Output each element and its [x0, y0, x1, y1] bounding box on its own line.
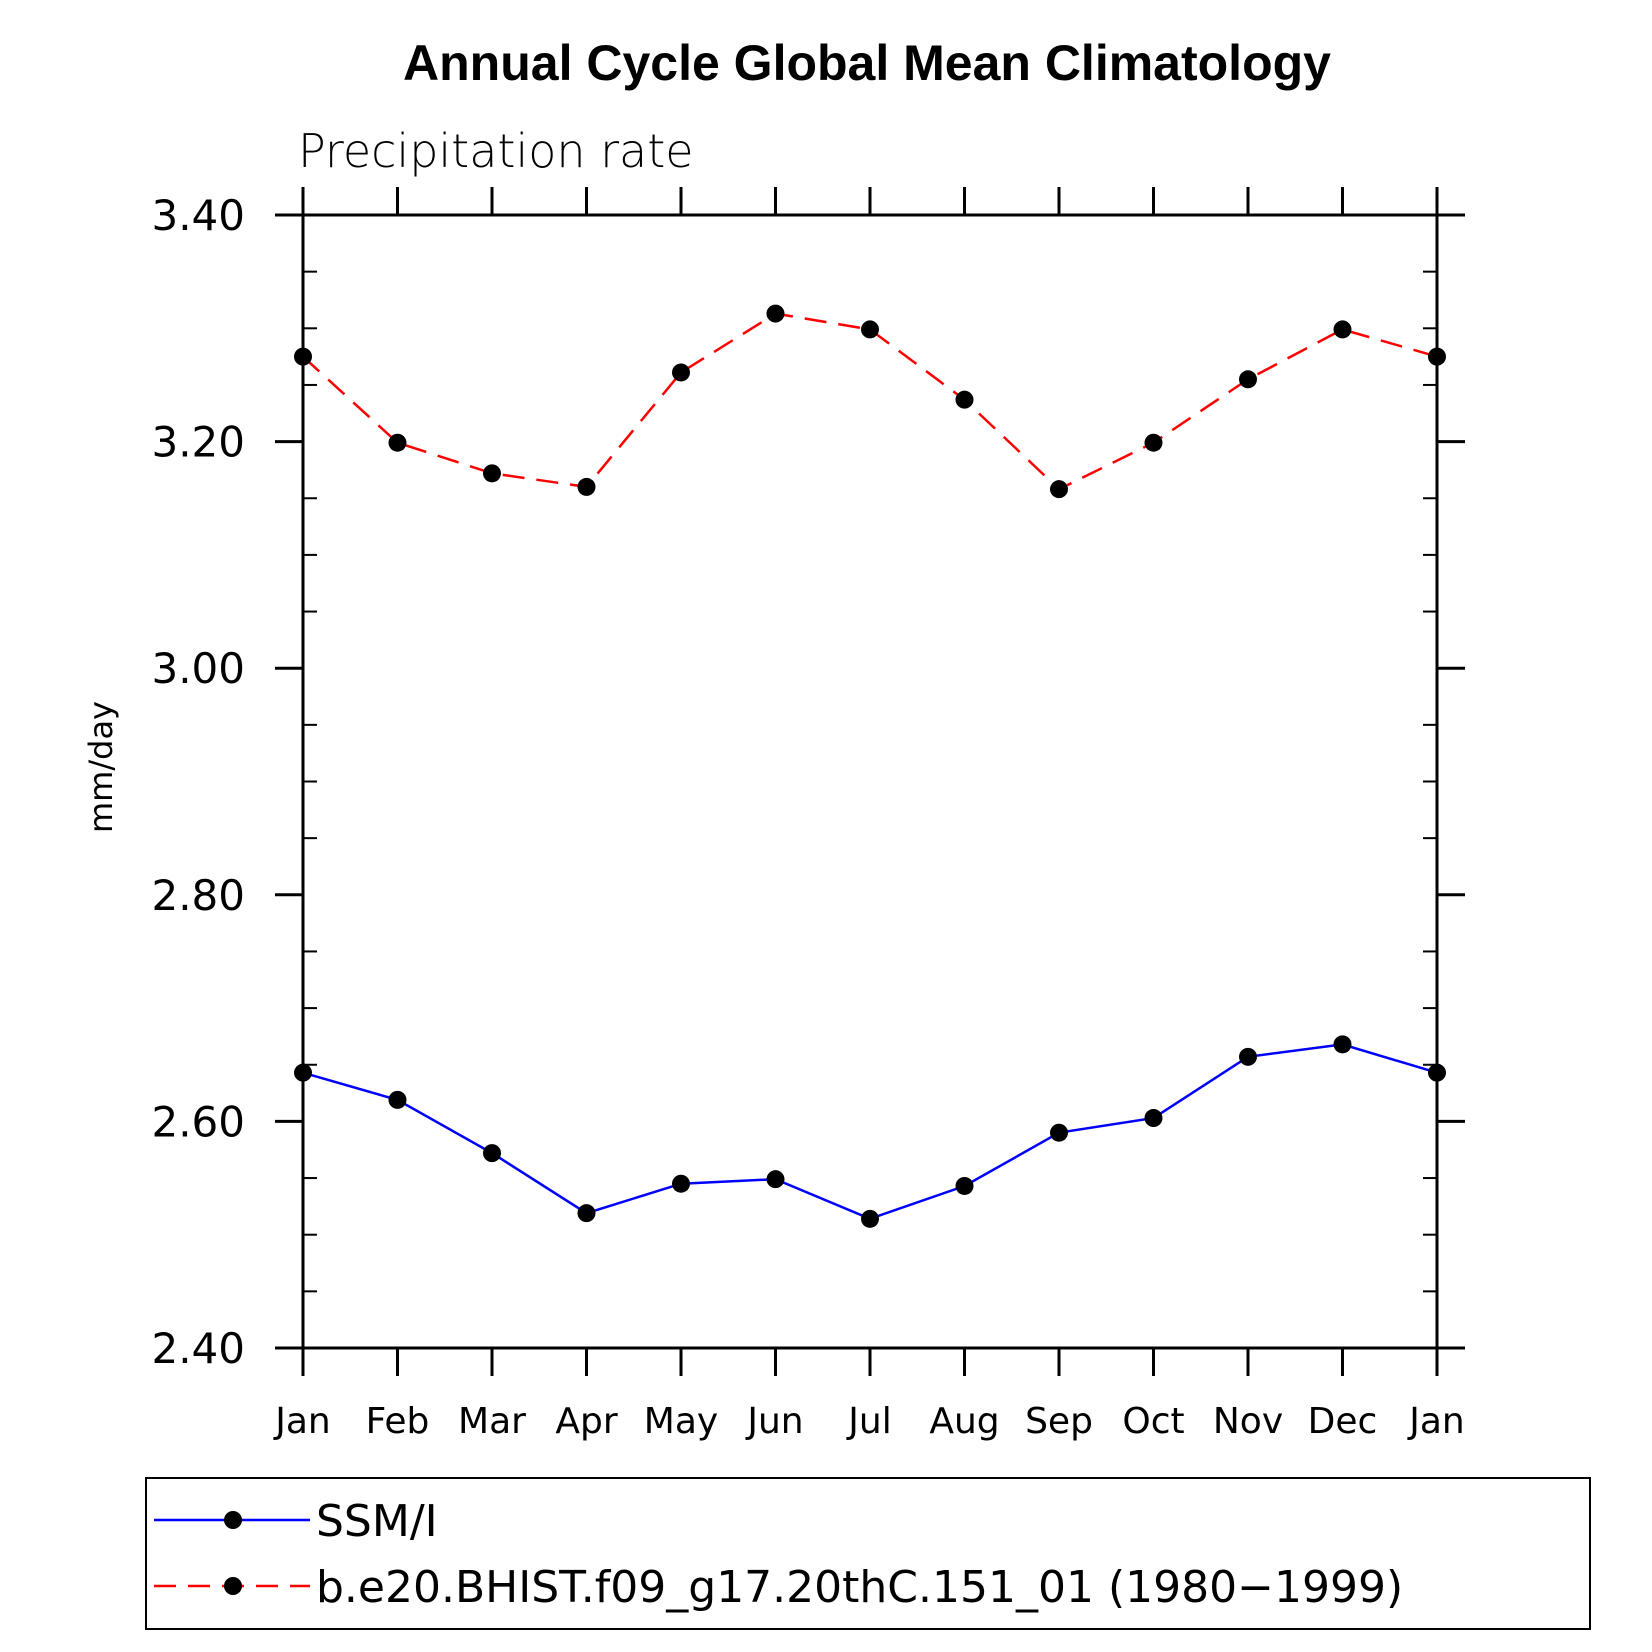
- legend-entry-model: b.e20.BHIST.f09_g17.20thC.151_01 (1980−1…: [154, 1562, 1403, 1613]
- series-1-point: [483, 464, 501, 483]
- legend-marker-model: [224, 1577, 242, 1595]
- series-0-point: [1333, 1035, 1352, 1054]
- axis-ticks: [275, 187, 1465, 1376]
- series-0-point: [388, 1090, 407, 1109]
- y-tick-label: 2.80: [151, 871, 245, 920]
- chart-title: Annual Cycle Global Mean Climatology: [403, 35, 1331, 91]
- y-tick-label: 2.40: [151, 1324, 245, 1373]
- series-1-point: [1333, 320, 1352, 339]
- legend-box: [145, 1477, 1591, 1630]
- chart-subtitle: Precipitation rate: [298, 124, 694, 178]
- x-tick-labels: Jan Feb Mar Apr May Jun Jul Aug Sep Oct Nov Dec Jan: [273, 1401, 1465, 1442]
- series-1-point: [1050, 480, 1068, 499]
- x-tick-label: May: [644, 1401, 718, 1442]
- x-tick-label: Mar: [458, 1401, 526, 1442]
- series-line-1: [302, 312, 1438, 491]
- series-1-point: [1144, 433, 1163, 452]
- y-axis-label: mm/day: [82, 701, 120, 833]
- legend-entry-ssmi: SSM/I: [154, 1496, 438, 1547]
- series-1-point: [672, 363, 690, 382]
- series-1-point: [1428, 347, 1446, 366]
- x-tick-label: Oct: [1122, 1401, 1184, 1442]
- x-tick-label: Jul: [846, 1401, 891, 1442]
- series-line-0: [302, 1043, 1438, 1221]
- series-1-point: [766, 304, 785, 323]
- series-1-point: [861, 320, 879, 339]
- x-tick-label: Nov: [1213, 1401, 1283, 1442]
- plot-frame: [301, 213, 1439, 1350]
- series-0-point: [861, 1209, 879, 1228]
- legend-label-ssmi: SSM/I: [316, 1496, 438, 1547]
- series-0-point: [577, 1204, 596, 1223]
- series-0-point: [766, 1170, 785, 1189]
- series-0-point: [1428, 1063, 1446, 1082]
- series-1-point: [388, 433, 407, 452]
- series-1-point: [1239, 370, 1257, 389]
- x-tick-label: Apr: [555, 1401, 617, 1442]
- legend-label-model: b.e20.BHIST.f09_g17.20thC.151_01 (1980−1…: [316, 1562, 1403, 1613]
- x-tick-label: Dec: [1308, 1401, 1378, 1442]
- y-tick-label: 3.40: [151, 191, 245, 240]
- series-1-point: [577, 477, 596, 496]
- x-tick-label: Jan: [1407, 1401, 1465, 1442]
- series-0-point: [1050, 1123, 1068, 1142]
- y-tick-label: 3.00: [151, 644, 245, 693]
- series-0-point: [955, 1176, 974, 1195]
- series-0-point: [483, 1144, 501, 1163]
- x-tick-label: Sep: [1025, 1401, 1093, 1442]
- series-0-point: [672, 1174, 690, 1193]
- series-1-point: [955, 390, 974, 409]
- series-1-point: [294, 347, 312, 366]
- y-tick-label: 3.20: [151, 418, 245, 467]
- y-tick-label: 2.60: [151, 1097, 245, 1146]
- y-tick-labels: 2.40 2.60 2.80 3.00 3.20 3.40: [151, 191, 245, 1373]
- x-tick-label: Jan: [273, 1401, 331, 1442]
- series-layer: [294, 304, 1446, 1228]
- x-tick-label: Jun: [745, 1401, 803, 1442]
- series-0-point: [1144, 1109, 1163, 1128]
- legend-marker-ssmi: [224, 1511, 242, 1529]
- series-0-point: [294, 1063, 312, 1082]
- x-tick-label: Aug: [929, 1401, 999, 1442]
- series-0-point: [1239, 1047, 1257, 1066]
- x-tick-label: Feb: [366, 1401, 430, 1442]
